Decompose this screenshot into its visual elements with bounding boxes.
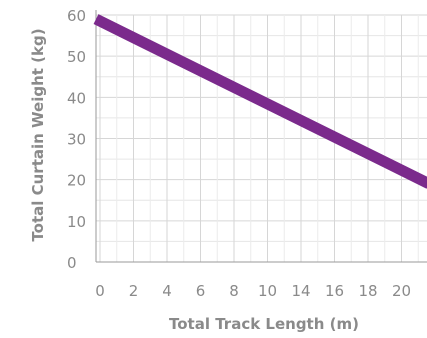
x-tick-label: 18 <box>358 282 377 300</box>
x-tick-label: 8 <box>229 282 239 300</box>
y-tick-label: 30 <box>67 131 86 149</box>
x-tick-label: 4 <box>162 282 172 300</box>
x-tick-label: 14 <box>291 282 310 300</box>
x-tick-label: 16 <box>325 282 344 300</box>
x-tick-label: 6 <box>196 282 206 300</box>
y-tick-label: 60 <box>67 7 86 25</box>
x-axis-ticks: 0 2 4 6 8 10 14 16 18 20 <box>95 282 411 300</box>
x-tick-label: 0 <box>95 282 105 300</box>
series-layer <box>93 14 427 189</box>
y-axis-title: Total Curtain Weight (kg) <box>29 28 47 241</box>
y-tick-label: 10 <box>67 213 86 231</box>
x-tick-label: 20 <box>392 282 411 300</box>
y-tick-label: 40 <box>67 89 86 107</box>
x-tick-label: 2 <box>129 282 139 300</box>
grid <box>96 14 427 263</box>
y-tick-label: 20 <box>67 172 86 190</box>
y-axis-ticks: 0 10 20 30 40 50 60 <box>67 7 86 272</box>
series-line-0 <box>93 14 427 189</box>
y-tick-label: 0 <box>67 254 77 272</box>
y-tick-label: 50 <box>67 48 86 66</box>
x-axis-title: Total Track Length (m) <box>169 315 359 333</box>
x-tick-label: 10 <box>258 282 277 300</box>
axes <box>95 10 427 263</box>
